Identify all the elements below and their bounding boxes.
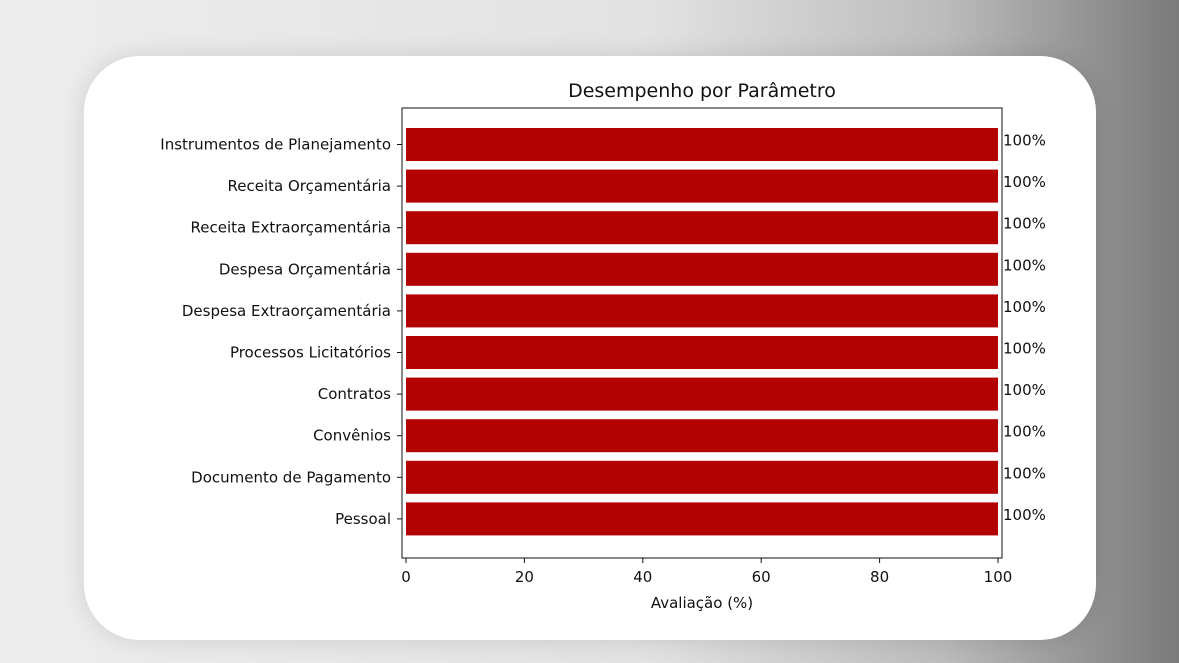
data-label: 100% [1003,423,1046,441]
bars-layer [406,128,998,536]
data-label: 100% [1003,132,1046,150]
bar [406,336,998,369]
bar [406,377,998,411]
x-tick-label: 0 [401,568,411,586]
y-tick-label: Convênios [313,427,391,445]
y-tick-label: Despesa Extraorçamentária [182,302,391,320]
y-tick-label: Documento de Pagamento [191,468,391,486]
data-label: 100% [1003,506,1046,524]
data-label: 100% [1003,381,1046,399]
bar [406,169,998,203]
x-tick-label: 20 [515,568,534,586]
y-tick-label: Pessoal [335,510,391,528]
x-tick-label: 60 [752,568,771,586]
bar [406,460,998,494]
bar [406,128,998,161]
data-label: 100% [1003,173,1046,191]
bar [406,502,998,536]
bar-chart: Desempenho por Parâmetro Avaliação (%) I… [160,80,1046,612]
bar [406,294,998,328]
bar [406,211,998,245]
data-label: 100% [1003,256,1046,274]
data-label: 100% [1003,464,1046,482]
bar [406,252,998,286]
y-tick-label: Instrumentos de Planejamento [160,136,391,154]
x-tick-label: 40 [633,568,652,586]
axes-layer: Instrumentos de Planejamento 100% Receita … [160,107,1046,586]
data-label: 100% [1003,298,1046,316]
x-tick-label: 100 [984,568,1013,586]
data-label: 100% [1003,340,1046,358]
y-tick-label: Receita Orçamentária [228,177,392,195]
chart-card: Desempenho por Parâmetro Avaliação (%) I… [84,56,1096,640]
y-tick-label: Despesa Orçamentária [219,260,391,278]
plot-frame [401,107,1003,559]
chart-title: Desempenho por Parâmetro [568,80,836,102]
y-tick-label: Receita Extraorçamentária [191,219,391,237]
x-axis-label: Avaliação (%) [651,594,753,612]
data-label: 100% [1003,215,1046,233]
y-tick-label: Processos Licitatórios [230,344,391,362]
x-tick-label: 80 [870,568,889,586]
bar [406,419,998,453]
y-tick-label: Contratos [318,385,391,403]
